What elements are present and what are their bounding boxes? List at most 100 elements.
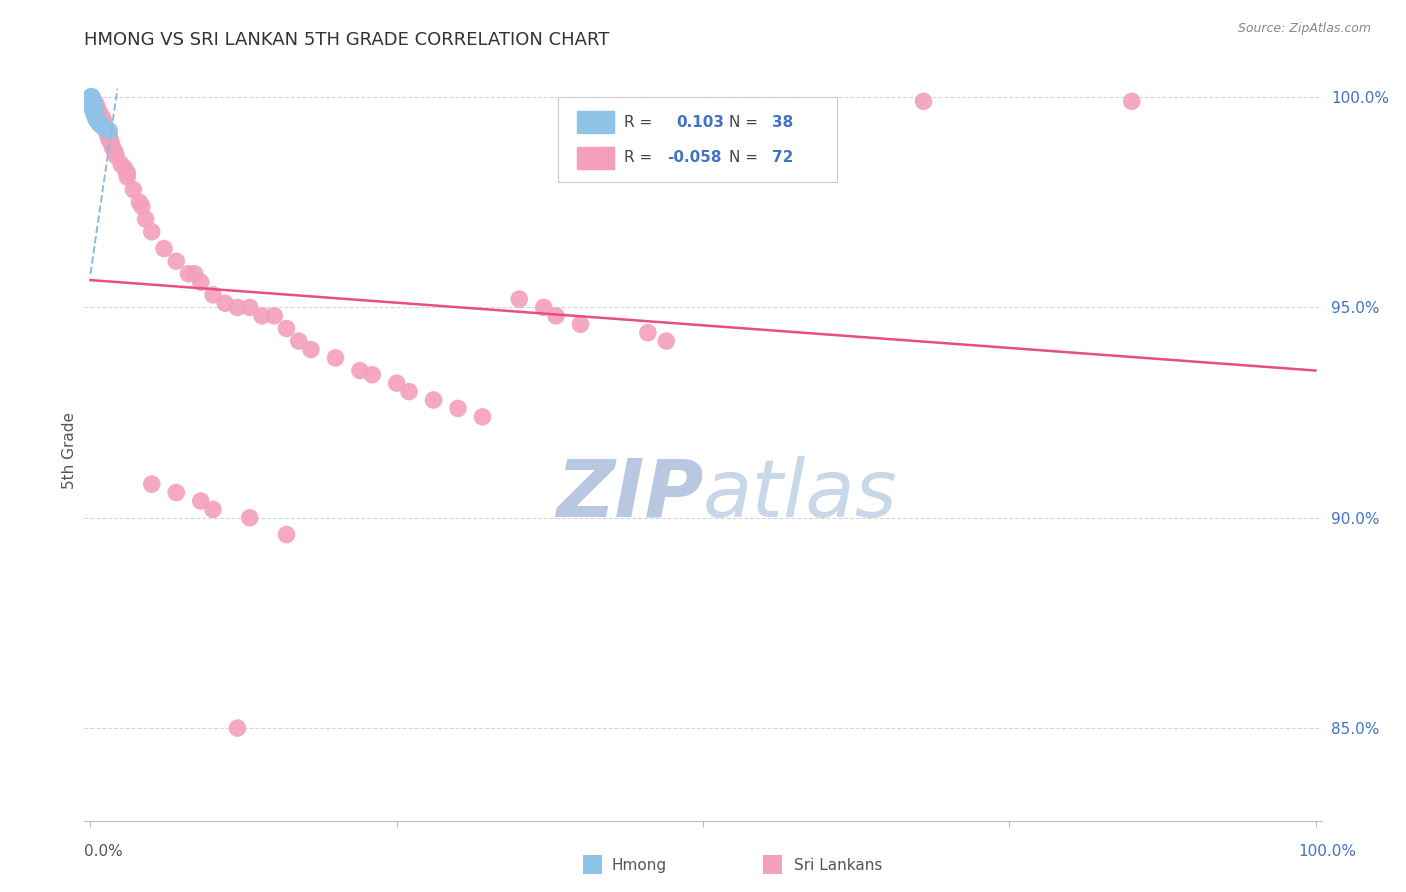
- Point: [84, 98, 107, 112]
- Point: [80, 93, 103, 107]
- Point: [190, 275, 212, 289]
- Point: [82, 98, 104, 112]
- Point: [533, 301, 555, 315]
- Point: [201, 288, 224, 302]
- Point: [89, 118, 111, 132]
- Point: [637, 326, 659, 340]
- Text: 0.0%: 0.0%: [84, 845, 124, 859]
- Point: [110, 157, 132, 171]
- Text: Hmong: Hmong: [612, 858, 666, 872]
- Point: [250, 309, 273, 323]
- Point: [83, 101, 105, 115]
- Point: [83, 104, 105, 119]
- Point: [89, 107, 111, 121]
- Text: 72: 72: [772, 150, 793, 165]
- Point: [201, 502, 224, 516]
- Point: [141, 225, 163, 239]
- Point: [80, 95, 103, 109]
- Point: [93, 115, 115, 129]
- Point: [912, 95, 935, 109]
- Text: Source: ZipAtlas.com: Source: ZipAtlas.com: [1237, 22, 1371, 36]
- Point: [83, 103, 105, 117]
- Point: [82, 95, 104, 110]
- Point: [83, 95, 105, 109]
- Point: [84, 109, 107, 123]
- Point: [398, 384, 420, 399]
- Point: [91, 111, 114, 125]
- Text: 0.103: 0.103: [676, 114, 724, 129]
- Point: [141, 477, 163, 491]
- Point: [226, 721, 249, 735]
- Point: [153, 242, 176, 256]
- Y-axis label: 5th Grade: 5th Grade: [62, 412, 77, 489]
- Point: [214, 296, 236, 310]
- Point: [83, 101, 105, 115]
- Point: [177, 267, 200, 281]
- Point: [87, 114, 110, 128]
- Point: [104, 145, 127, 159]
- Point: [96, 124, 118, 138]
- Point: [91, 115, 114, 129]
- Point: [263, 309, 285, 323]
- Bar: [576, 112, 614, 133]
- Point: [90, 111, 112, 125]
- Point: [82, 99, 104, 113]
- Point: [276, 527, 298, 541]
- Point: [82, 95, 104, 109]
- Point: [80, 92, 103, 106]
- Point: [86, 98, 108, 112]
- Text: HMONG VS SRI LANKAN 5TH GRADE CORRELATION CHART: HMONG VS SRI LANKAN 5TH GRADE CORRELATIO…: [84, 31, 610, 49]
- Point: [276, 321, 298, 335]
- Point: [83, 98, 105, 112]
- FancyBboxPatch shape: [558, 96, 837, 182]
- Point: [287, 334, 309, 348]
- Point: [299, 343, 322, 357]
- Point: [131, 199, 153, 213]
- Point: [80, 101, 103, 115]
- Point: [101, 140, 124, 154]
- Point: [80, 95, 103, 109]
- Point: [122, 183, 145, 197]
- Point: [471, 409, 494, 424]
- Point: [183, 267, 205, 281]
- Point: [349, 363, 371, 377]
- Text: 100.0%: 100.0%: [1299, 845, 1357, 859]
- Point: [82, 96, 104, 111]
- Point: [115, 166, 138, 180]
- Point: [239, 301, 262, 315]
- Point: [93, 120, 115, 135]
- Point: [83, 107, 105, 121]
- Point: [385, 376, 408, 391]
- Text: R =: R =: [624, 114, 657, 129]
- Point: [447, 401, 470, 416]
- Text: atlas: atlas: [703, 456, 898, 534]
- Point: [87, 103, 110, 117]
- Point: [239, 510, 262, 524]
- Point: [569, 318, 592, 332]
- Text: N =: N =: [728, 114, 763, 129]
- Point: [114, 161, 136, 176]
- Point: [80, 95, 103, 110]
- Point: [165, 254, 187, 268]
- Point: [80, 96, 103, 111]
- Text: R =: R =: [624, 150, 657, 165]
- Point: [80, 90, 103, 104]
- Text: N =: N =: [728, 150, 763, 165]
- Point: [82, 102, 104, 116]
- Text: Sri Lankans: Sri Lankans: [794, 858, 883, 872]
- Point: [508, 292, 530, 306]
- Point: [86, 112, 108, 126]
- Point: [82, 95, 104, 109]
- Point: [97, 128, 120, 142]
- Point: [1121, 95, 1143, 109]
- Point: [655, 334, 678, 348]
- Point: [80, 90, 103, 104]
- Point: [422, 392, 444, 407]
- Point: [82, 101, 104, 115]
- Point: [226, 301, 249, 315]
- Point: [80, 91, 103, 105]
- Point: [83, 104, 105, 119]
- Point: [190, 494, 212, 508]
- Point: [544, 309, 567, 323]
- Point: [80, 90, 103, 104]
